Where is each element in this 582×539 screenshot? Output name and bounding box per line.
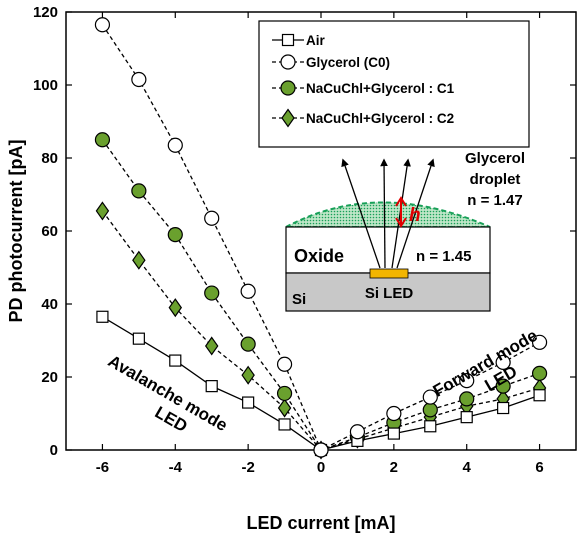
data-point — [204, 336, 219, 356]
si-substrate — [285, 272, 491, 312]
inset-schematic: h Glycerol droplet n = 1.47 Oxide n = 1.… — [285, 150, 525, 312]
data-point — [205, 380, 218, 393]
data-point — [497, 401, 510, 415]
glycerol-droplet — [285, 201, 491, 228]
x-tick-label: -2 — [241, 459, 254, 476]
oxide-index-label: n = 1.45 — [416, 248, 471, 265]
y-tick-label: 80 — [41, 150, 58, 167]
data-point — [169, 354, 182, 367]
data-point — [460, 411, 473, 424]
si-led-block — [369, 268, 409, 279]
x-tick-label: 4 — [463, 459, 472, 476]
oxide-label: Oxide — [294, 246, 344, 266]
legend-marker — [281, 108, 295, 128]
series-group — [94, 17, 548, 460]
emission-arrow-1 — [341, 158, 381, 269]
data-point — [132, 332, 145, 345]
data-point — [204, 210, 220, 226]
droplet-label-1: Glycerol — [465, 150, 525, 167]
data-point — [204, 285, 220, 301]
x-tick-label: 2 — [390, 459, 398, 476]
legend-label: Air — [306, 33, 326, 48]
data-point — [277, 398, 292, 418]
h-arrow-top — [395, 196, 407, 207]
data-point — [349, 424, 366, 440]
data-point — [422, 402, 438, 418]
y-tick-label: 40 — [41, 296, 58, 313]
data-point — [386, 405, 402, 422]
legend-label: Glycerol (C0) — [306, 55, 390, 70]
data-point — [459, 373, 475, 389]
data-point — [422, 389, 438, 405]
data-point — [242, 396, 255, 409]
y-tick-label: 120 — [33, 4, 58, 21]
si-label: Si — [292, 291, 306, 308]
data-point — [495, 354, 511, 370]
y-tick-label: 60 — [41, 223, 58, 240]
data-point — [167, 137, 183, 153]
legend: Air Glycerol (C0) NaCuChl+Glycerol : C1 NaC… — [258, 20, 530, 148]
data-point — [241, 365, 255, 385]
h-arrow-bottom — [395, 217, 407, 228]
data-point — [459, 391, 475, 407]
data-point — [94, 132, 111, 148]
data-point — [531, 365, 548, 381]
legend-label: NaCuChl+Glycerol : C2 — [306, 111, 454, 126]
y-tick-label: 0 — [50, 442, 58, 459]
h-label: h — [409, 205, 421, 226]
droplet-label-3: n = 1.47 — [467, 192, 522, 209]
oxide-layer — [285, 226, 491, 274]
emission-arrow-4 — [396, 158, 435, 269]
legend-marker — [280, 54, 296, 70]
legend-label: NaCuChl+Glycerol : C1 — [306, 81, 455, 96]
data-point — [240, 336, 256, 352]
data-point — [531, 334, 548, 350]
data-point — [168, 298, 183, 318]
data-point — [495, 378, 511, 394]
data-point — [131, 71, 147, 88]
legend-marker — [281, 33, 295, 47]
data-point — [276, 356, 293, 372]
y-tick-label: 20 — [41, 369, 58, 386]
data-point — [278, 418, 291, 431]
data-point — [240, 283, 256, 299]
y-axis-label: PD photocurrent [pA] — [6, 140, 26, 323]
data-point — [313, 442, 329, 458]
x-tick-label: -6 — [96, 459, 109, 476]
x-tick-label: -4 — [169, 459, 183, 476]
x-tick-label: 0 — [317, 459, 325, 476]
legend-box — [258, 20, 530, 148]
data-point — [96, 310, 109, 323]
x-tick-label: 6 — [535, 459, 543, 476]
data-point — [533, 389, 546, 402]
data-point — [167, 227, 183, 243]
data-point — [276, 385, 293, 402]
data-point — [131, 183, 147, 199]
y-tick-label: 100 — [33, 77, 58, 94]
data-point — [94, 17, 111, 33]
data-point — [132, 250, 146, 270]
x-axis-label: LED current [mA] — [246, 513, 395, 533]
emission-arrow-2 — [380, 158, 388, 269]
data-point — [95, 201, 110, 221]
data-point — [424, 420, 437, 433]
droplet-label-2: droplet — [470, 171, 521, 188]
series-1 — [94, 17, 548, 458]
si-led-label: Si LED — [365, 285, 414, 302]
legend-marker — [280, 80, 296, 96]
data-point — [387, 427, 400, 440]
legend-items: Air Glycerol (C0) NaCuChl+Glycerol : C1 NaC… — [272, 33, 455, 128]
